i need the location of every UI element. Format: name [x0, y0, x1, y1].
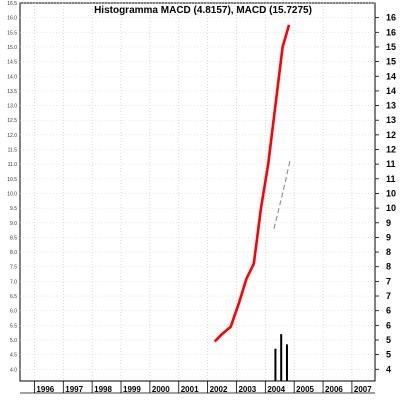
x-tick-label: 1998 — [94, 385, 112, 394]
x-tick-label: 1997 — [65, 385, 83, 394]
right-tick-label: 8 — [386, 247, 391, 257]
left-tick-label: 15.0 — [7, 45, 17, 51]
right-tick-label: 16 — [386, 27, 396, 37]
left-tick-label: 13.0 — [7, 104, 17, 110]
left-tick-label: 11.0 — [8, 162, 18, 168]
right-tick-label: 13 — [386, 101, 396, 111]
left-tick-label: 7.0 — [10, 279, 17, 285]
x-tick-label: 2006 — [325, 385, 343, 394]
x-tick-label: 2007 — [354, 385, 372, 394]
left-tick-label: 9.5 — [10, 206, 17, 212]
x-axis: 1996 1997 1998 1999 2000 2001 2002 2003 2004 2005… — [20, 381, 375, 394]
series-point — [282, 46, 284, 48]
right-tick-label: 13 — [386, 115, 396, 125]
series-point — [260, 207, 262, 209]
right-tick-label: 11 — [386, 159, 396, 169]
right-tick-label: 15 — [386, 57, 396, 67]
right-tick-label: 10 — [386, 203, 396, 213]
right-tick-label: 14 — [386, 71, 396, 81]
left-tick-label: 9.0 — [10, 221, 17, 227]
left-tick-label: 5.5 — [10, 323, 17, 329]
x-tick-label: 1999 — [123, 385, 141, 394]
histogram-bar — [285, 344, 288, 381]
right-tick-label: 7 — [386, 291, 391, 301]
series-point — [230, 326, 232, 328]
left-tick-label: 4.5 — [10, 353, 17, 359]
series-point — [246, 278, 247, 279]
left-tick-label: 8.0 — [10, 250, 17, 256]
x-tick-label: 2002 — [210, 385, 228, 394]
left-tick-label: 14.5 — [7, 60, 17, 66]
series-point — [221, 333, 223, 335]
right-tick-label: 15 — [386, 42, 396, 52]
right-tick-label: 6 — [386, 306, 391, 316]
histogram-bars — [274, 334, 288, 381]
series-point — [275, 105, 276, 106]
left-tick-label: 8.5 — [10, 235, 17, 241]
series-point — [289, 160, 291, 162]
left-tick-label: 10.5 — [7, 177, 17, 183]
x-tick-label: 2000 — [152, 385, 170, 394]
right-tick-label: 6 — [386, 320, 391, 330]
right-tick-label: 16 — [386, 13, 396, 23]
left-tick-label: 16.5 — [7, 1, 17, 7]
x-tick-label: 2003 — [238, 385, 256, 394]
x-tick-label: 2004 — [267, 385, 285, 394]
right-tick-label: 12 — [386, 130, 396, 140]
series-point — [273, 228, 275, 230]
left-tick-label: 6.5 — [10, 294, 17, 300]
right-tick-label: 14 — [386, 86, 396, 96]
grid-lines — [20, 2, 375, 381]
series-point — [253, 263, 255, 265]
left-tick-label: 16.0 — [7, 16, 17, 22]
plot-frame — [19, 2, 376, 382]
chart-title: Histogramma MACD (4.8157), MACD (15.7275… — [94, 5, 312, 16]
right-tick-label: 9 — [386, 232, 391, 242]
left-tick-label: 7.5 — [10, 265, 17, 271]
right-tick-label: 12 — [386, 145, 396, 155]
left-tick-label: 11.5 — [8, 148, 18, 154]
right-tick-label: 5 — [386, 335, 391, 345]
x-tick-label: 2001 — [181, 385, 199, 394]
series-point — [267, 163, 269, 165]
histogram-bar — [280, 334, 283, 381]
left-tick-label: 6.0 — [10, 309, 17, 315]
right-tick-label: 7 — [386, 276, 391, 286]
histogram-bar — [274, 348, 277, 381]
series-point — [282, 193, 284, 194]
left-tick-label: 5.0 — [10, 338, 17, 344]
left-tick-label: 15.5 — [7, 30, 17, 36]
right-axis: 4 5 5 6 6 7 7 8 8 9 9 10 10 11 11 12 12 13 13 14 14 15 15 16 16 — [375, 13, 396, 374]
right-tick-label: 4 — [386, 364, 391, 374]
left-tick-label: 12.5 — [7, 118, 17, 124]
right-tick-label: 8 — [386, 262, 391, 272]
right-tick-label: 9 — [386, 218, 391, 228]
series-point — [214, 341, 216, 342]
left-tick-label: 13.5 — [7, 89, 17, 95]
left-tick-label: 14.0 — [7, 74, 17, 80]
right-tick-label: 5 — [386, 350, 391, 360]
right-tick-label: 10 — [386, 188, 396, 198]
left-axis: 4.0 4.5 5.0 5.5 6.0 6.5 7.0 7.5 8.0 8.5 9.0 9.5 10.0… — [7, 1, 17, 373]
left-tick-label: 10.0 — [7, 191, 17, 197]
series-lines — [213, 24, 291, 343]
right-tick-label: 11 — [386, 174, 396, 184]
x-tick-label: 2005 — [296, 385, 314, 394]
left-tick-label: 12.0 — [7, 133, 17, 139]
left-tick-label: 4.0 — [10, 367, 17, 373]
series-point — [288, 24, 290, 26]
x-tick-label: 1996 — [36, 385, 54, 394]
series-point — [238, 301, 240, 303]
